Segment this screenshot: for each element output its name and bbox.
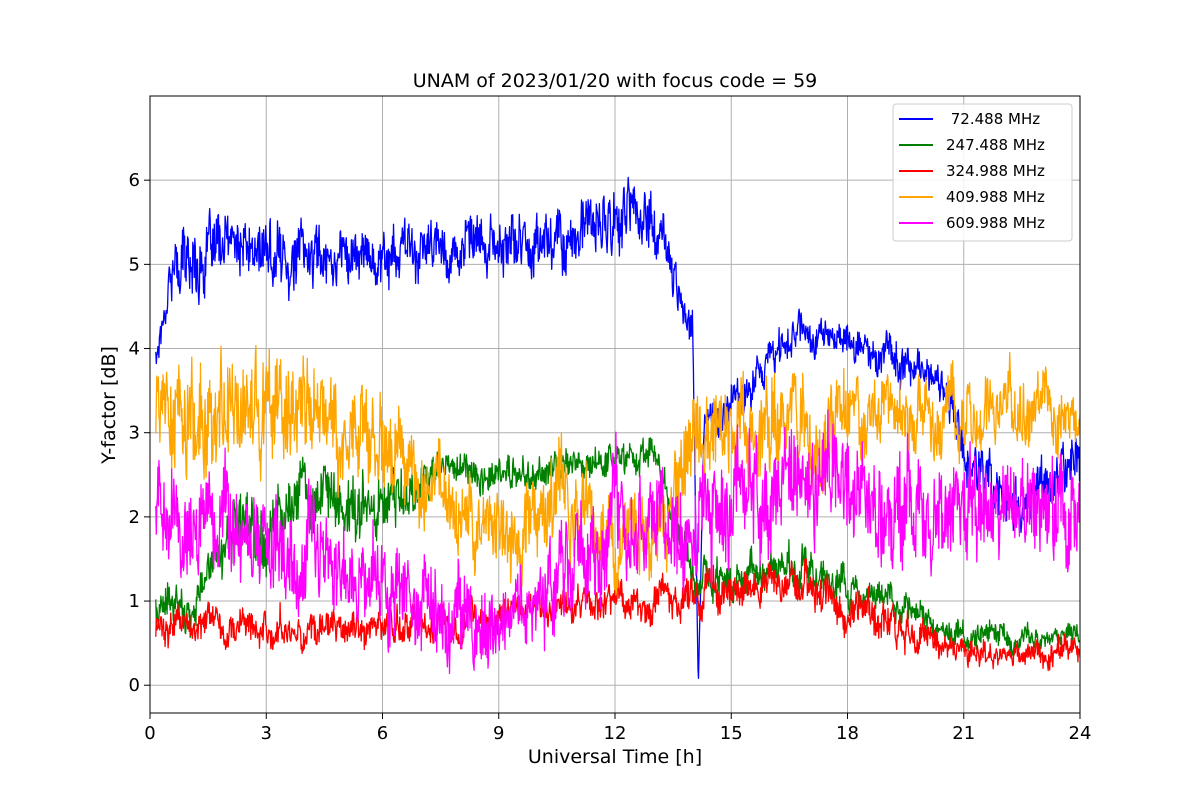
legend-box: [892, 103, 1073, 242]
y-tick-label: 0: [129, 675, 140, 696]
y-tick-label: 5: [129, 254, 140, 275]
legend-label: 324.988 MHz: [946, 162, 1045, 180]
y-tick-label: 1: [129, 591, 140, 612]
x-tick-label: 15: [720, 723, 743, 744]
legend: 72.488 MHz 247.488 MHz 324.988 MHz 409.988 …: [892, 103, 1073, 242]
chart-title: UNAM of 2023/01/20 with focus code = 59: [413, 70, 818, 92]
x-tick-label: 6: [377, 723, 388, 744]
series-line-5: [155, 409, 1080, 675]
legend-label: 409.988 MHz: [946, 188, 1045, 206]
y-axis-label: Y-factor [dB]: [98, 346, 120, 465]
x-tick-label: 9: [493, 723, 504, 744]
y-tick-label: 6: [129, 170, 140, 191]
legend-label: 609.988 MHz: [946, 214, 1045, 232]
legend-label: 247.488 MHz: [946, 136, 1045, 154]
series-line-4: [155, 344, 1080, 596]
x-tick-label: 3: [261, 723, 272, 744]
x-tick-label: 0: [144, 723, 155, 744]
series-layer: [155, 176, 1080, 680]
x-tick-label: 12: [604, 723, 627, 744]
y-tick-label: 3: [129, 423, 140, 444]
x-tick-label: 21: [952, 723, 975, 744]
x-tick-label: 24: [1069, 723, 1092, 744]
x-tick-label: 18: [836, 723, 859, 744]
legend-label: 72.488 MHz: [946, 110, 1040, 128]
y-tick-label: 4: [129, 339, 140, 360]
y-tick-label: 2: [129, 507, 140, 528]
x-axis-label: Universal Time [h]: [528, 746, 702, 768]
